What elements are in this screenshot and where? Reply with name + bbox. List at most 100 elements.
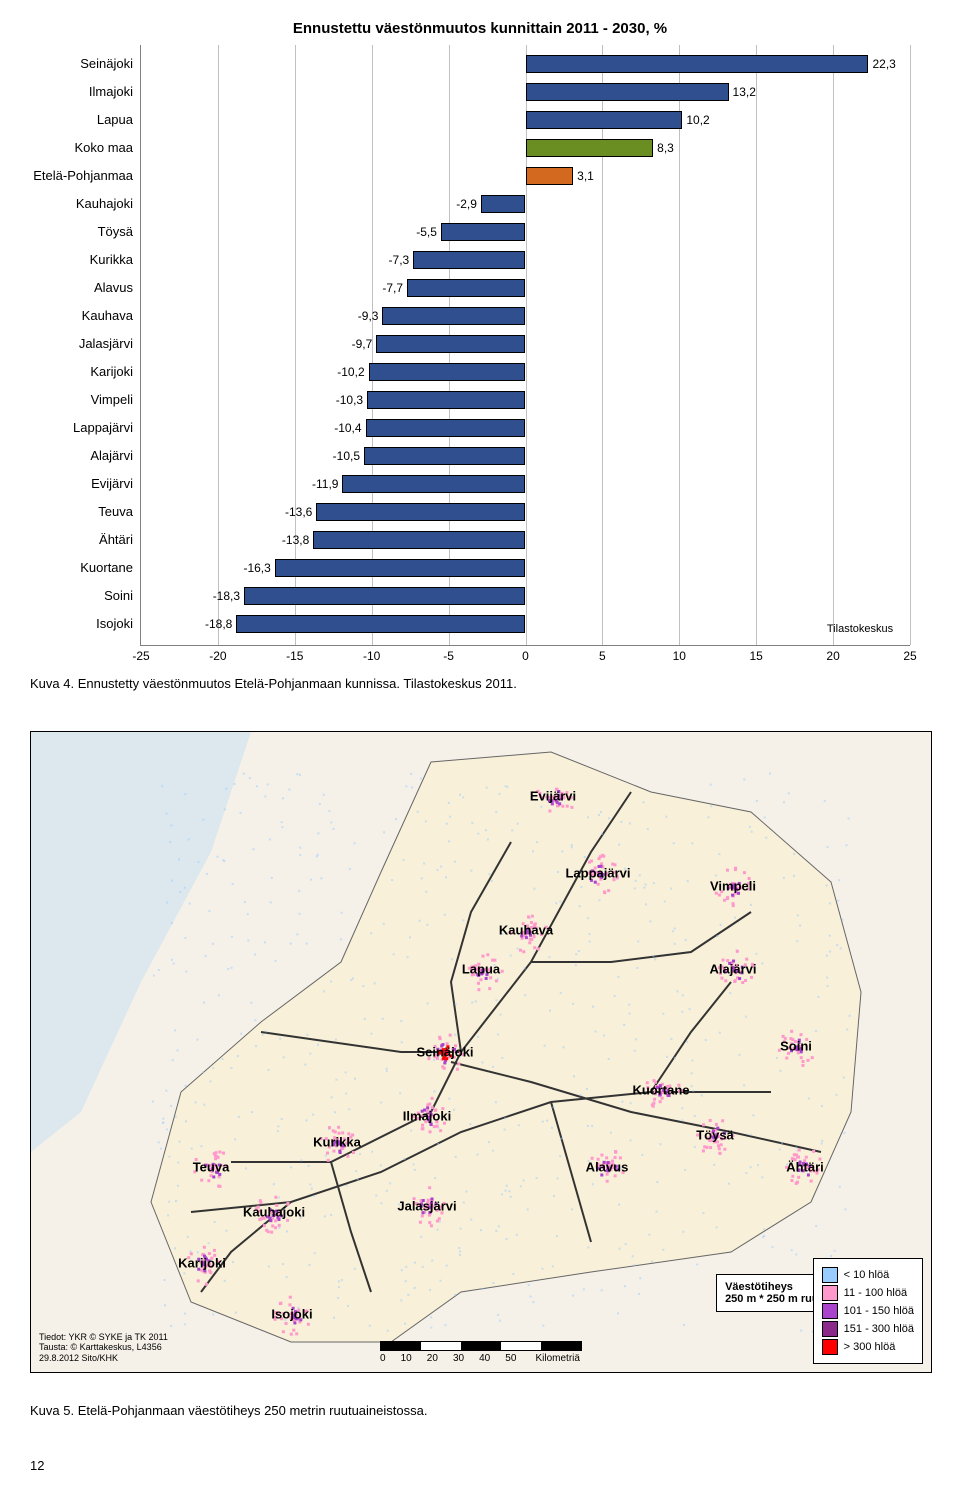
bar-label: Lapua	[97, 107, 141, 133]
bar-label: Kauhajoki	[76, 191, 141, 217]
figure-5-caption: Kuva 5. Etelä-Pohjanmaan väestötiheys 25…	[30, 1403, 930, 1418]
bar-label: Isojoki	[96, 611, 141, 637]
bar-rect	[367, 391, 525, 409]
bar-value: -10,4	[334, 415, 361, 441]
legend-swatch	[822, 1321, 838, 1337]
bar-row: Karijoki-10,2	[141, 359, 910, 385]
bar-value: 8,3	[657, 135, 674, 161]
map-credits: Tiedot: YKR © SYKE ja TK 2011 Tausta: © …	[39, 1332, 168, 1364]
bar-row: Etelä-Pohjanmaa3,1	[141, 163, 910, 189]
bar-row: Isojoki-18,8	[141, 611, 910, 637]
bar-label: Kuortane	[80, 555, 141, 581]
bar-value: -10,2	[337, 359, 364, 385]
map-municipality-label: Soini	[780, 1038, 812, 1053]
x-tick-label: 5	[599, 645, 606, 663]
legend-row: 11 - 100 hlöä	[822, 1285, 914, 1301]
bar-label: Ähtäri	[99, 527, 141, 553]
bar-label: Alajärvi	[90, 443, 141, 469]
bar-label: Jalasjärvi	[79, 331, 141, 357]
bar-value: -7,3	[389, 247, 410, 273]
legend-label: 151 - 300 hlöä	[844, 1323, 914, 1335]
bar-label: Koko maa	[74, 135, 141, 161]
map-municipality-label: Kuortane	[632, 1083, 689, 1098]
x-tick-label: -15	[286, 645, 303, 663]
bar-value: -7,7	[382, 275, 403, 301]
legend-swatch	[822, 1303, 838, 1319]
bar-rect	[313, 531, 525, 549]
map-municipality-label: Kauhajoki	[243, 1205, 305, 1220]
legend-label: 11 - 100 hlöä	[844, 1287, 907, 1299]
map-municipality-label: Lapua	[462, 961, 500, 976]
bar-row: Koko maa8,3	[141, 135, 910, 161]
map-municipality-label: Karijoki	[178, 1256, 226, 1271]
legend-swatch	[822, 1267, 838, 1283]
x-tick-label: -10	[363, 645, 380, 663]
bar-rect	[407, 279, 525, 297]
bar-rect	[316, 503, 525, 521]
legend-row: > 300 hlöä	[822, 1339, 914, 1355]
x-tick-label: -25	[132, 645, 149, 663]
bar-label: Etelä-Pohjanmaa	[33, 163, 141, 189]
map-municipality-label: Vimpeli	[710, 878, 756, 893]
legend-label: 101 - 150 hlöä	[844, 1305, 914, 1317]
bar-rect	[236, 615, 525, 633]
bar-label: Teuva	[98, 499, 141, 525]
bar-value: -18,8	[205, 611, 232, 637]
x-tick-label: 20	[826, 645, 839, 663]
bar-label: Ilmajoki	[89, 79, 141, 105]
x-tick-label: -20	[209, 645, 226, 663]
map-municipality-label: Kauhava	[499, 923, 553, 938]
legend-row: 151 - 300 hlöä	[822, 1321, 914, 1337]
page-number: 12	[30, 1458, 930, 1473]
bar-value: 3,1	[577, 163, 594, 189]
bar-row: Evijärvi-11,9	[141, 471, 910, 497]
x-tick-label: -5	[443, 645, 454, 663]
map-municipality-label: Seinäjoki	[416, 1045, 473, 1060]
bar-rect	[481, 195, 526, 213]
bar-rect	[244, 587, 525, 605]
bar-label: Seinäjoki	[80, 51, 141, 77]
bar-value: -10,5	[333, 443, 360, 469]
bar-row: Jalasjärvi-9,7	[141, 331, 910, 357]
bar-rect	[526, 55, 869, 73]
legend-row: 101 - 150 hlöä	[822, 1303, 914, 1319]
map-legend-items: < 10 hlöä 11 - 100 hlöä 101 - 150 hlöä 151 …	[813, 1258, 923, 1364]
bar-row: Vimpeli-10,3	[141, 387, 910, 413]
bar-label: Karijoki	[90, 359, 141, 385]
map-municipality-label: Lappajärvi	[565, 865, 630, 880]
bar-row: Teuva-13,6	[141, 499, 910, 525]
map-municipality-label: Kurikka	[313, 1134, 361, 1149]
bar-rect	[369, 363, 526, 381]
bar-value: -5,5	[416, 219, 437, 245]
map-municipality-label: Teuva	[193, 1160, 230, 1175]
bar-row: Seinäjoki22,3	[141, 51, 910, 77]
x-tick-label: 25	[903, 645, 916, 663]
bar-row: Kurikka-7,3	[141, 247, 910, 273]
map-municipality-label: Jalasjärvi	[397, 1198, 456, 1213]
map-municipality-label: Ähtäri	[786, 1160, 824, 1175]
legend-row: < 10 hlöä	[822, 1267, 914, 1283]
bar-label: Töysä	[98, 219, 141, 245]
figure-4-caption: Kuva 4. Ennustetty väestönmuutos Etelä-P…	[30, 676, 930, 691]
bar-value: -16,3	[243, 555, 270, 581]
bar-row: Alajärvi-10,5	[141, 443, 910, 469]
bar-value: -2,9	[456, 191, 477, 217]
bar-row: Kuortane-16,3	[141, 555, 910, 581]
bar-row: Kauhava-9,3	[141, 303, 910, 329]
bar-value: -13,6	[285, 499, 312, 525]
bar-rect	[413, 251, 525, 269]
map-scalebar: 01020304050 Kilometriä	[380, 1341, 582, 1364]
bar-value: 13,2	[733, 79, 756, 105]
bar-rect	[275, 559, 526, 577]
bar-rect	[342, 475, 525, 493]
population-density-map: Väestötiheys 250 m * 250 m ruudussa (YKR…	[30, 731, 932, 1373]
legend-label: < 10 hlöä	[844, 1269, 890, 1281]
x-tick-label: 15	[750, 645, 763, 663]
map-municipality-label: Töysä	[696, 1128, 734, 1143]
map-municipality-label: Alavus	[586, 1160, 629, 1175]
bar-row: Töysä-5,5	[141, 219, 910, 245]
bar-chart: -25-20-15-10-50510152025Seinäjoki22,3Ilm…	[140, 45, 910, 646]
bar-rect	[526, 111, 683, 129]
legend-swatch	[822, 1339, 838, 1355]
bar-rect	[364, 447, 525, 465]
